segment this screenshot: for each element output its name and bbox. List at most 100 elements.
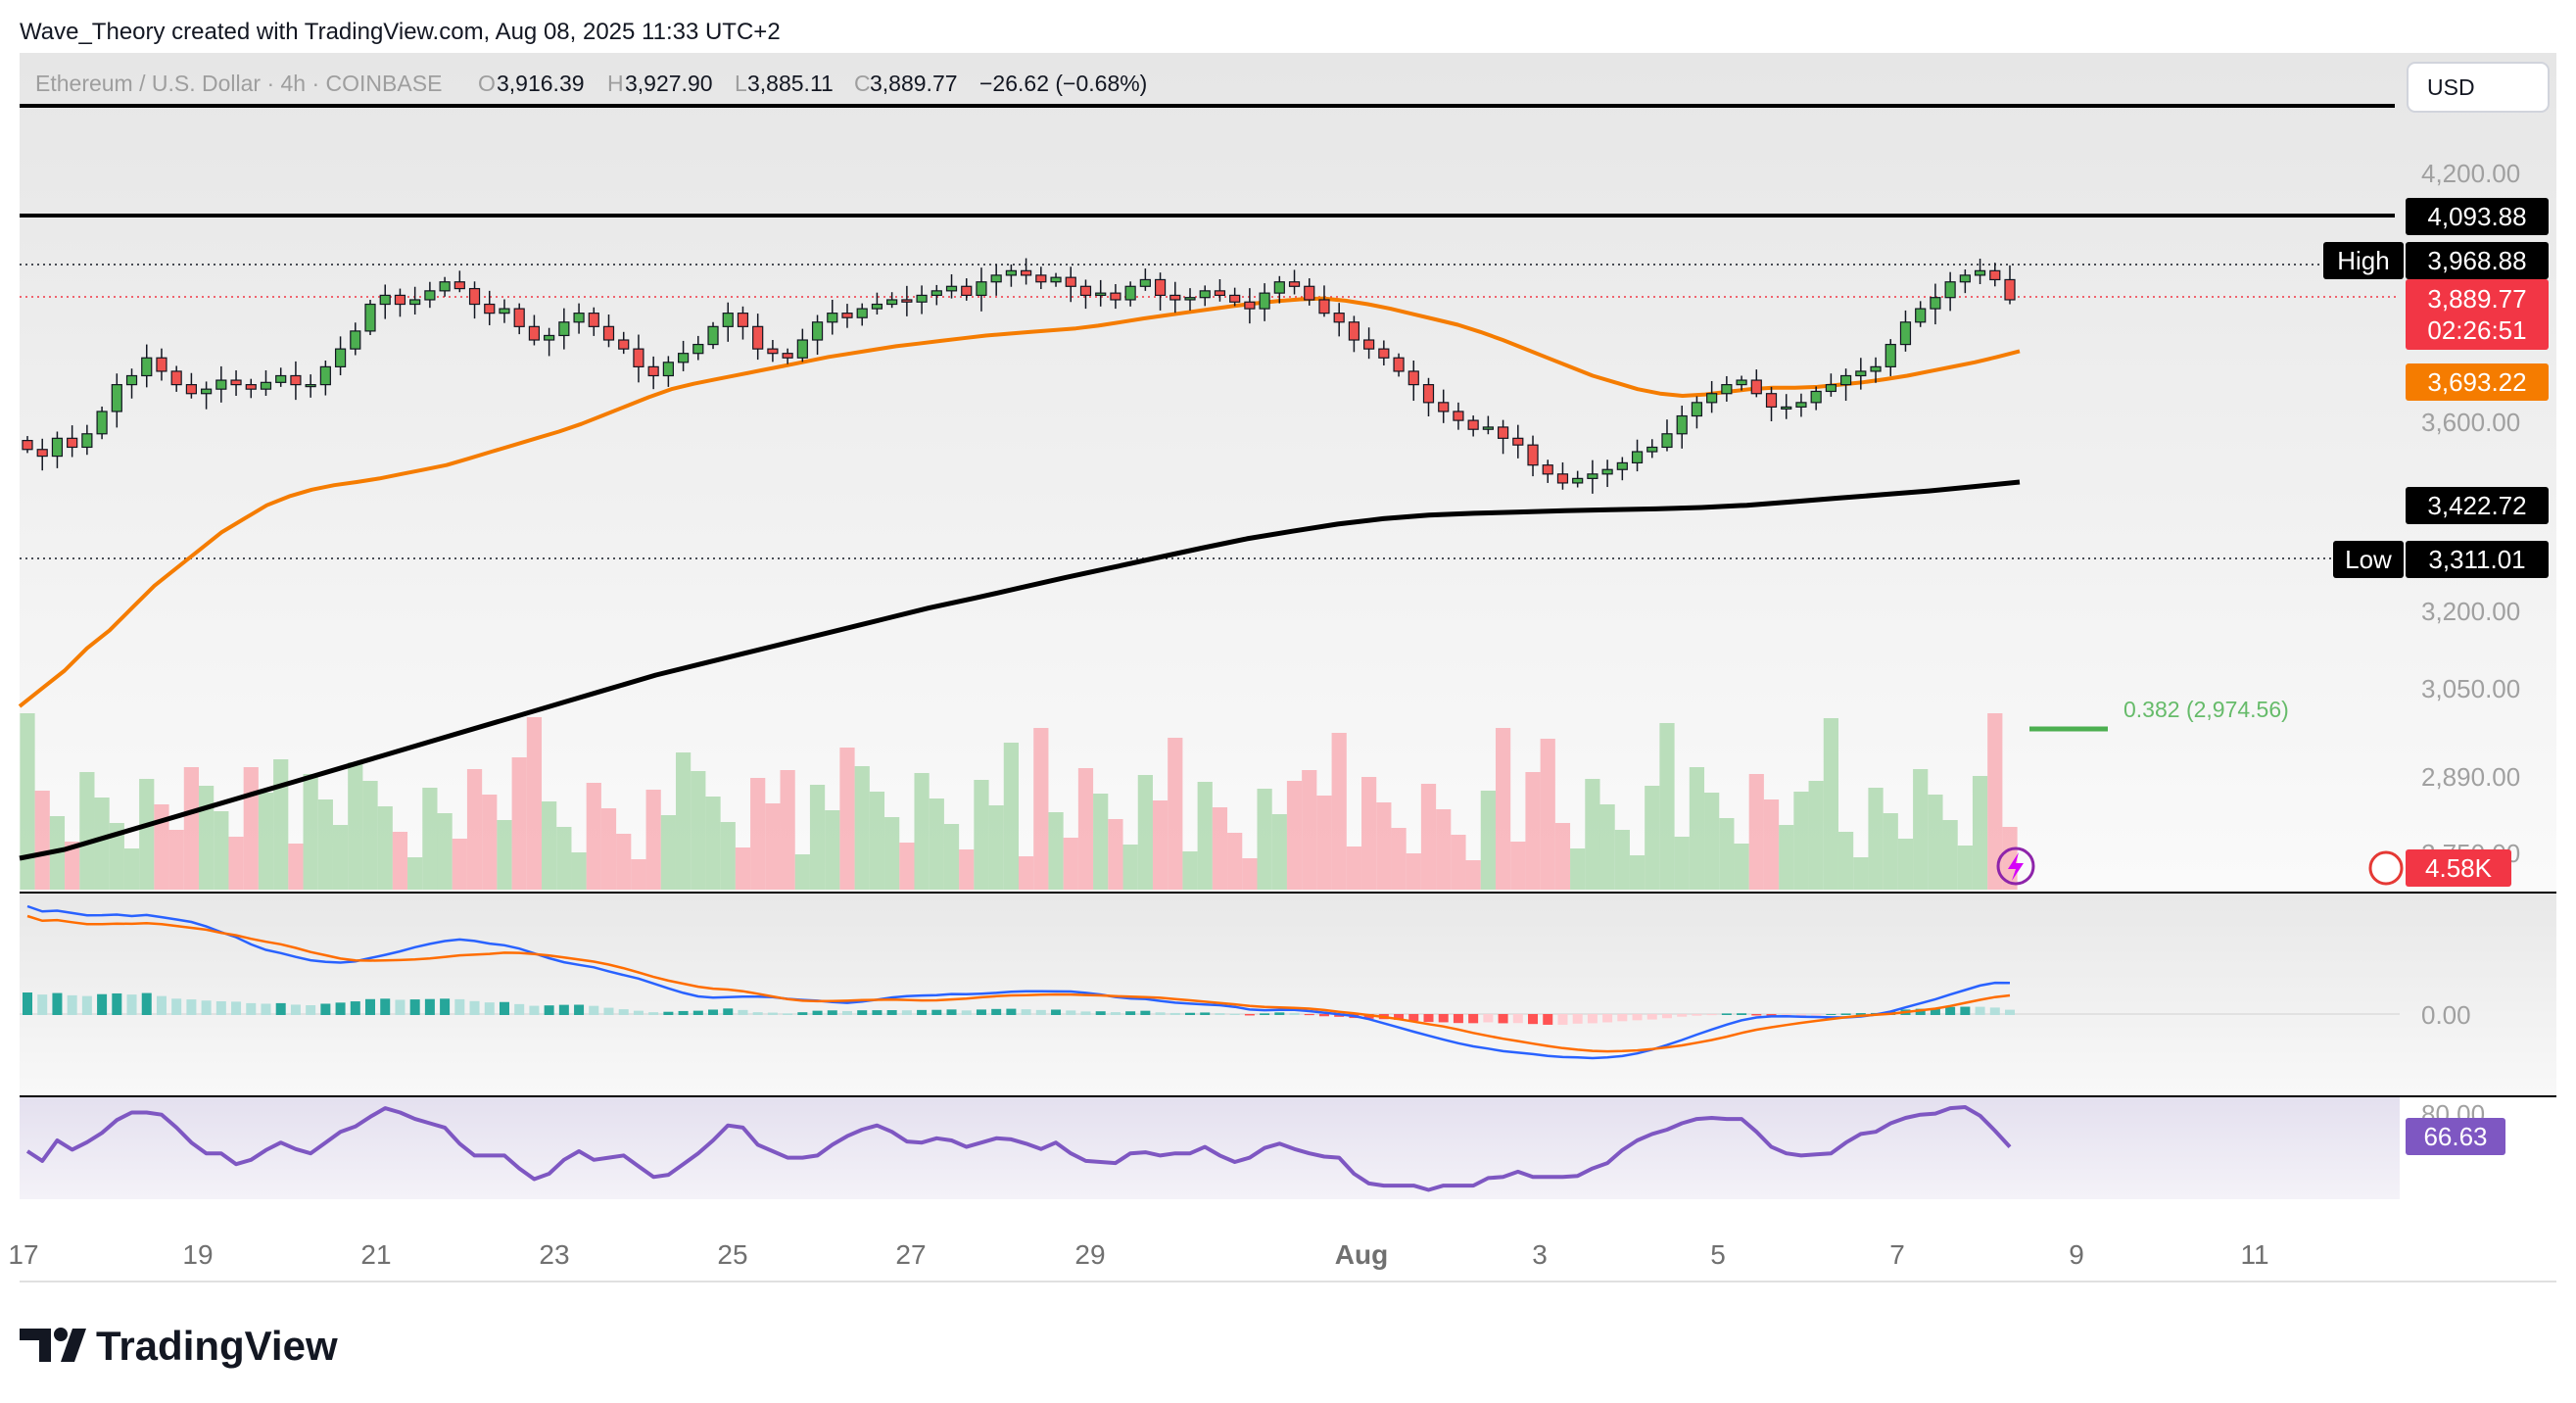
candle[interactable] (424, 281, 436, 309)
candle[interactable] (976, 267, 987, 312)
candle[interactable] (1318, 285, 1330, 317)
candle[interactable] (811, 314, 824, 356)
candle[interactable] (1840, 368, 1852, 402)
candle[interactable] (796, 328, 808, 363)
candle[interactable] (319, 360, 331, 396)
candle[interactable] (1974, 259, 1986, 285)
candle[interactable] (245, 378, 257, 399)
candle[interactable] (1378, 340, 1390, 366)
candle[interactable] (856, 303, 868, 326)
candle[interactable] (1035, 266, 1047, 290)
candle[interactable] (1527, 435, 1539, 477)
candle[interactable] (930, 284, 942, 306)
candle[interactable] (647, 356, 659, 390)
candle[interactable] (871, 292, 883, 315)
candle[interactable] (1646, 439, 1658, 459)
candle[interactable] (1512, 424, 1524, 459)
currency-selector[interactable]: USD (2407, 62, 2550, 113)
candle[interactable] (1631, 439, 1644, 472)
candle[interactable] (290, 361, 302, 401)
candle[interactable] (1214, 278, 1226, 302)
candle[interactable] (439, 276, 451, 297)
candle[interactable] (1021, 258, 1032, 285)
candle[interactable] (633, 334, 644, 383)
candlestick-series[interactable] (22, 258, 2016, 494)
candle[interactable] (141, 344, 153, 388)
candle[interactable] (1781, 394, 1792, 419)
candle[interactable] (1095, 279, 1107, 307)
candle[interactable] (1959, 268, 1971, 294)
candle[interactable] (1989, 263, 2001, 287)
candle[interactable] (111, 373, 122, 428)
candle[interactable] (1601, 460, 1613, 488)
candle[interactable] (22, 436, 33, 454)
candle[interactable] (1244, 288, 1256, 324)
candle[interactable] (662, 356, 674, 387)
candle[interactable] (916, 285, 928, 314)
rsi-line[interactable] (25, 1105, 2012, 1192)
candle[interactable] (544, 327, 555, 357)
candle[interactable] (573, 303, 585, 334)
candle[interactable] (1572, 470, 1584, 488)
candle[interactable] (1050, 272, 1062, 287)
candle[interactable] (1676, 406, 1688, 449)
candle[interactable] (558, 308, 570, 350)
candle[interactable] (1065, 266, 1076, 303)
candle[interactable] (961, 278, 973, 301)
candle[interactable] (1661, 419, 1673, 452)
candle[interactable] (1407, 360, 1419, 402)
candle[interactable] (499, 299, 510, 323)
candle[interactable] (275, 367, 287, 387)
candle[interactable] (1497, 419, 1509, 455)
candle[interactable] (752, 314, 764, 361)
lightning-icon[interactable] (1996, 847, 2035, 886)
candle[interactable] (334, 336, 347, 376)
candle[interactable] (1363, 327, 1375, 360)
candle[interactable] (602, 314, 615, 348)
time-axis-ticks[interactable]: 17 19 21 23 25 27 29 Aug 3 5 7 9 11 (8, 1239, 2268, 1270)
candle[interactable] (468, 281, 481, 319)
candle[interactable] (2004, 265, 2016, 305)
candle[interactable] (156, 348, 167, 381)
candle[interactable] (51, 431, 64, 468)
candle[interactable] (484, 290, 496, 325)
candle[interactable] (588, 307, 599, 336)
candle[interactable] (1154, 272, 1167, 311)
candle[interactable] (782, 348, 793, 364)
candle[interactable] (841, 304, 853, 328)
macd-signal-line[interactable] (26, 914, 2011, 1053)
candle[interactable] (1259, 283, 1270, 321)
ema-fast-line[interactable] (18, 296, 2021, 708)
candle[interactable] (528, 314, 541, 346)
candle[interactable] (36, 438, 48, 471)
candle[interactable] (1453, 402, 1464, 430)
candle[interactable] (409, 286, 421, 315)
candle[interactable] (737, 306, 749, 340)
candle[interactable] (1348, 315, 1360, 353)
candle[interactable] (1930, 283, 1941, 325)
candle[interactable] (1139, 268, 1151, 291)
candle[interactable] (305, 374, 316, 398)
candle[interactable] (1855, 358, 1867, 390)
candle[interactable] (1169, 281, 1181, 314)
candle[interactable] (1944, 271, 1956, 312)
candle[interactable] (990, 265, 1002, 296)
candle[interactable] (722, 302, 734, 342)
candle[interactable] (96, 406, 108, 440)
candle[interactable] (513, 303, 525, 335)
candle[interactable] (1467, 415, 1479, 437)
candle[interactable] (692, 335, 704, 361)
candle[interactable] (1184, 288, 1196, 311)
candle[interactable] (1795, 393, 1807, 417)
candle[interactable] (1229, 287, 1241, 307)
candle[interactable] (230, 370, 242, 397)
candle[interactable] (767, 340, 779, 363)
candle[interactable] (1333, 303, 1345, 337)
candle[interactable] (81, 424, 93, 456)
candle[interactable] (67, 425, 78, 458)
candle[interactable] (260, 370, 272, 397)
candle[interactable] (1870, 357, 1882, 383)
candle[interactable] (1915, 301, 1927, 327)
candle[interactable] (1110, 284, 1121, 310)
